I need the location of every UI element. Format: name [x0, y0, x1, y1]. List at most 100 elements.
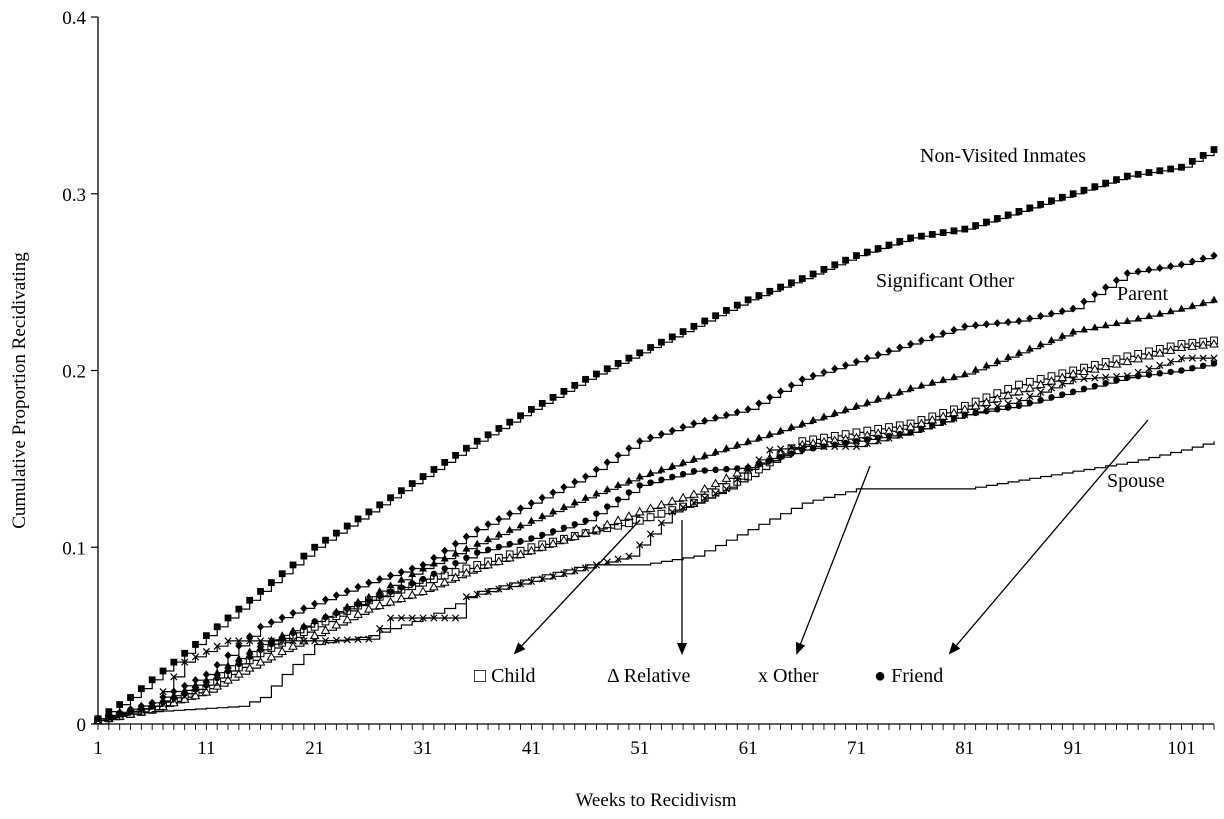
- data-point: [917, 336, 926, 345]
- data-point: [246, 637, 254, 645]
- data-point: [570, 498, 579, 506]
- data-point: [721, 473, 732, 482]
- data-point: [1026, 392, 1034, 400]
- data-point: [430, 570, 438, 577]
- data-point: [1091, 183, 1099, 191]
- data-point: [733, 475, 741, 483]
- data-point: [679, 328, 687, 336]
- data-point: [982, 320, 991, 329]
- arrow-friend: [948, 419, 1149, 655]
- data-point: [754, 433, 763, 441]
- data-point: [1003, 390, 1014, 399]
- data-point: [376, 501, 384, 509]
- data-point: [669, 473, 676, 481]
- data-point: [1177, 260, 1186, 269]
- data-point: [386, 581, 395, 589]
- data-point: [516, 504, 525, 513]
- data-point: [1036, 340, 1045, 348]
- data-point: [981, 397, 992, 406]
- data-point: [755, 292, 763, 299]
- data-point: [344, 605, 351, 612]
- data-point: [516, 521, 525, 529]
- data-point: [929, 422, 936, 429]
- data-point: [1210, 360, 1218, 367]
- data-point: [332, 529, 340, 537]
- data-point: [441, 546, 449, 555]
- data-point: [1004, 404, 1012, 411]
- data-point: [256, 640, 265, 648]
- data-point: [408, 614, 416, 622]
- data-point: [853, 438, 860, 445]
- data-point: [538, 512, 547, 520]
- data-point: [809, 371, 817, 380]
- data-point: [277, 646, 288, 656]
- x-tick-label: 51: [630, 738, 649, 759]
- data-point: [939, 229, 947, 237]
- data-point: [1100, 361, 1111, 371]
- x-axis-title: Weeks to Recidivism: [576, 790, 737, 811]
- data-point: [624, 511, 634, 520]
- data-point: [397, 567, 405, 576]
- data-point: [766, 393, 774, 402]
- data-point: [375, 587, 384, 595]
- data-point: [321, 595, 330, 604]
- data-point: [874, 394, 883, 402]
- data-point: [657, 509, 666, 518]
- data-point: [787, 381, 796, 390]
- data-point: [289, 609, 297, 618]
- data-point: [560, 524, 568, 532]
- data-point: [798, 419, 807, 427]
- data-point: [1047, 336, 1056, 344]
- data-point: [1134, 267, 1142, 276]
- data-point: [679, 503, 687, 511]
- data-point: [1058, 307, 1066, 316]
- data-point: [864, 436, 871, 443]
- data-point: [235, 641, 243, 650]
- data-point: [1058, 379, 1066, 388]
- data-point: [853, 252, 860, 260]
- data-point: [1209, 338, 1219, 348]
- label-other: x Other: [758, 665, 819, 687]
- data-point: [787, 444, 796, 452]
- data-point: [593, 510, 600, 517]
- data-point: [928, 231, 936, 238]
- data-point: [734, 465, 741, 472]
- label-relative: Δ Relative: [607, 665, 691, 687]
- data-point: [646, 530, 655, 538]
- series-friend: [94, 360, 1218, 722]
- data-point: [342, 614, 353, 624]
- data-point: [257, 646, 264, 653]
- x-tick-label: 11: [197, 738, 215, 759]
- data-point: [571, 381, 579, 389]
- data-point: [484, 431, 492, 439]
- data-point: [354, 515, 362, 523]
- data-point: [170, 673, 178, 681]
- data-point: [852, 357, 861, 366]
- data-point: [452, 451, 459, 459]
- data-point: [614, 360, 622, 367]
- data-point: [1177, 304, 1186, 312]
- data-point: [560, 387, 568, 395]
- data-point: [679, 470, 687, 478]
- data-point: [268, 640, 275, 648]
- data-point: [701, 317, 709, 325]
- data-point: [722, 411, 731, 420]
- data-point: [1080, 385, 1088, 393]
- data-point: [1102, 380, 1109, 387]
- data-point: [127, 708, 134, 715]
- data-point: [419, 473, 427, 480]
- data-point: [777, 387, 785, 396]
- data-point: [614, 481, 623, 489]
- data-point: [809, 445, 817, 452]
- data-point: [970, 400, 981, 410]
- data-point: [137, 685, 145, 693]
- data-point: [744, 405, 752, 414]
- data-point: [1133, 353, 1144, 363]
- data-point: [711, 447, 720, 455]
- data-point: [419, 575, 427, 583]
- data-point: [874, 434, 882, 441]
- data-point: [374, 600, 385, 610]
- data-point: [376, 592, 383, 600]
- data-point: [592, 489, 601, 497]
- data-point: [1199, 254, 1207, 263]
